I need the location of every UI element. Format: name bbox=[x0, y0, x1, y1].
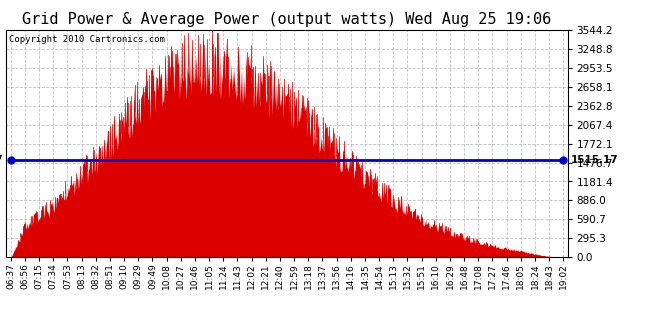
Text: 1515.17: 1515.17 bbox=[0, 155, 4, 165]
Text: 1515.17: 1515.17 bbox=[570, 155, 618, 165]
Title: Grid Power & Average Power (output watts) Wed Aug 25 19:06: Grid Power & Average Power (output watts… bbox=[23, 12, 551, 27]
Text: Copyright 2010 Cartronics.com: Copyright 2010 Cartronics.com bbox=[9, 35, 165, 45]
